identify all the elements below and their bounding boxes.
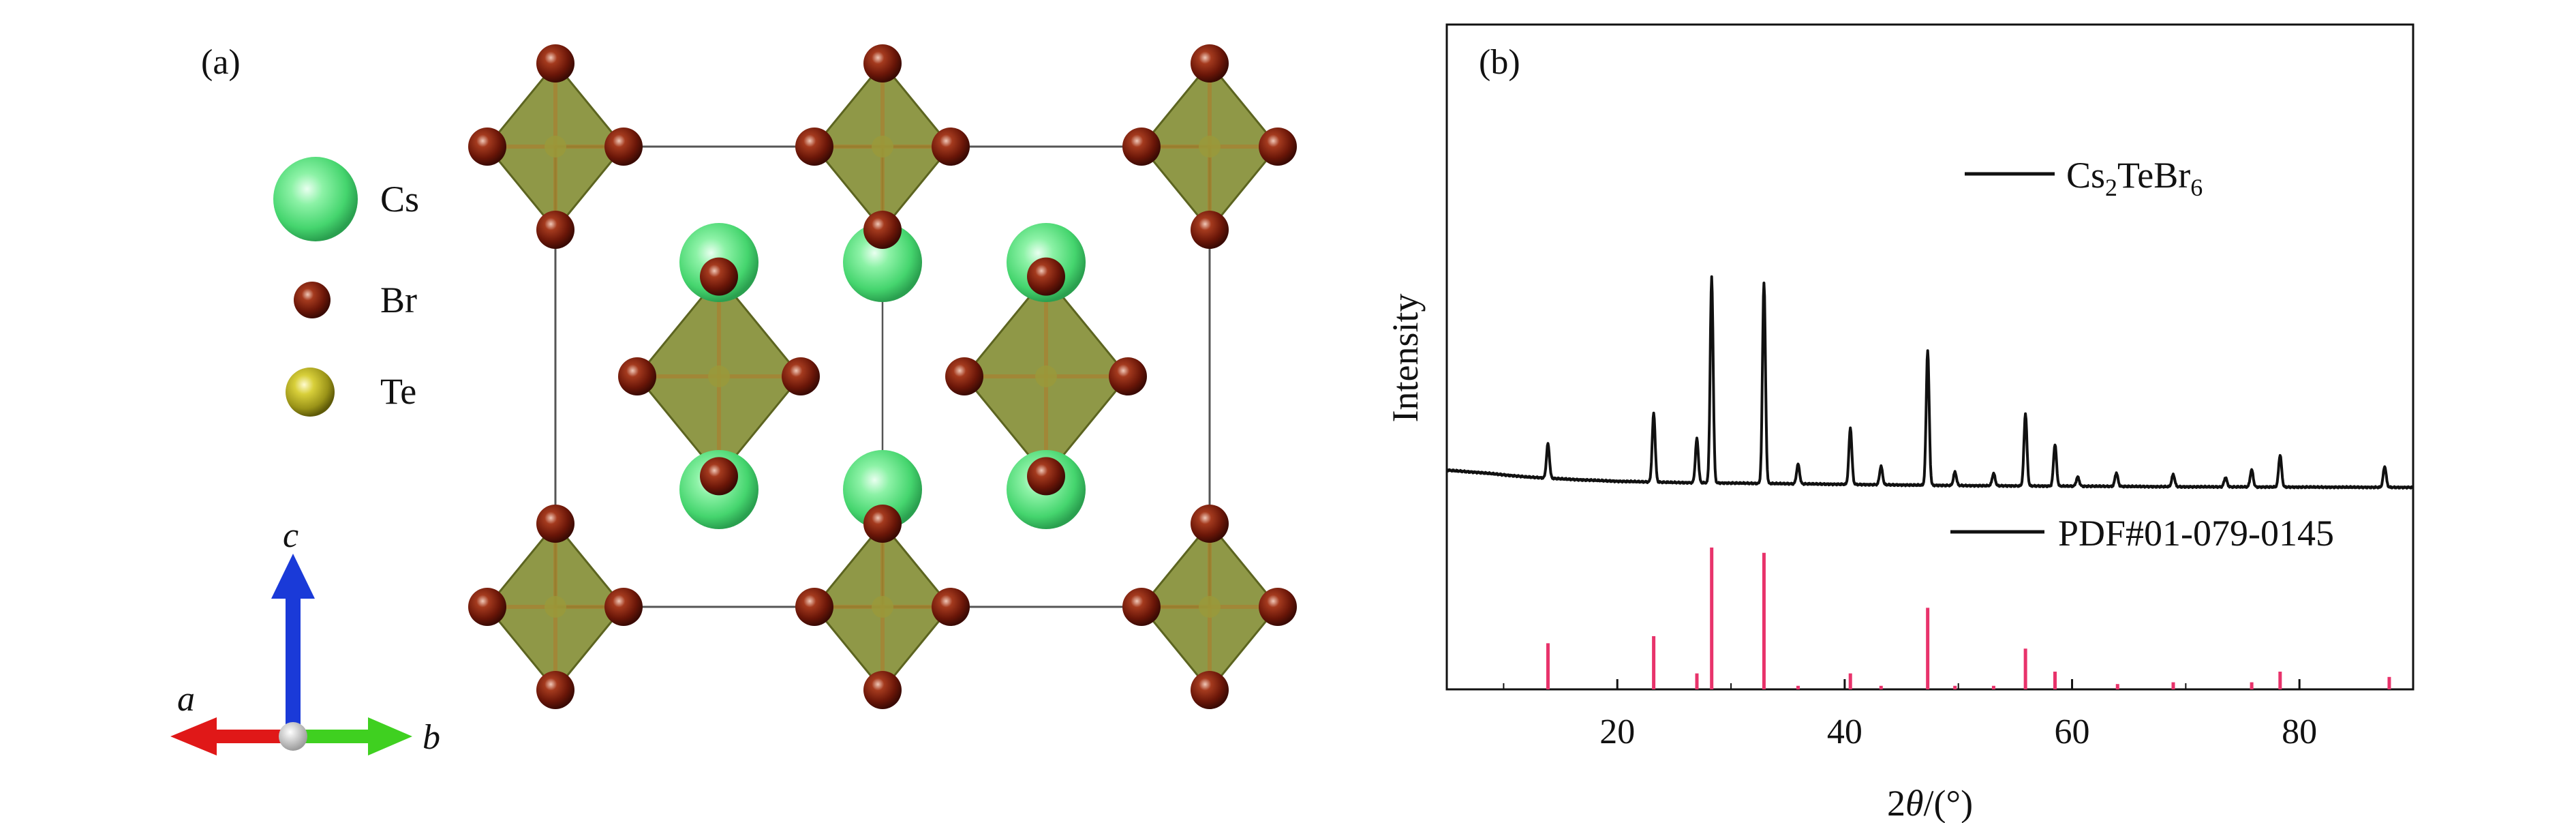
- y-axis-title: Intensity: [1385, 294, 1426, 423]
- br-atom: [932, 128, 970, 166]
- br-atom: [1027, 457, 1065, 496]
- c-axis-label: c: [283, 516, 298, 555]
- te-atom: [545, 136, 566, 158]
- cs-atom: [843, 450, 922, 529]
- axis-origin: [279, 722, 307, 751]
- x-axis-ticks: 20 40 60 80: [1503, 679, 2317, 751]
- br-atom: [863, 671, 902, 709]
- panel-a: (a) Cs Br Te c a: [170, 43, 1297, 757]
- br-atoms: [468, 44, 1297, 709]
- b-axis-arrowhead: [368, 717, 412, 755]
- br-atom: [536, 671, 574, 709]
- br-atom: [536, 505, 574, 543]
- legend-br-label: Br: [380, 280, 417, 320]
- br-atom: [1122, 128, 1161, 166]
- br-atom: [604, 128, 643, 166]
- series-cs2tebr6-line: [1445, 275, 2414, 490]
- te-atom: [872, 136, 893, 158]
- x-tick-label: 40: [1827, 713, 1862, 751]
- te-atom: [708, 365, 730, 387]
- crystal-structure: [468, 44, 1297, 709]
- br-atom: [700, 257, 738, 296]
- octahedra: [486, 61, 1279, 692]
- chart-legend: Cs2TeBr6 PDF#01-079-0145: [1950, 155, 2334, 554]
- br-atom: [468, 128, 506, 166]
- br-atom: [863, 211, 902, 249]
- legend-cs-label: Cs: [380, 179, 419, 220]
- br-atom: [1109, 357, 1147, 395]
- br-atom: [863, 505, 902, 543]
- legend-br-swatch: [294, 282, 331, 318]
- te-atom: [872, 596, 893, 618]
- br-atom: [795, 128, 833, 166]
- axis-triad: c a b: [170, 516, 440, 757]
- a-axis-arrowhead: [170, 717, 217, 755]
- br-atom: [1259, 128, 1297, 166]
- c-axis-arrowhead: [271, 554, 315, 599]
- panel-b-label: (b): [1479, 43, 1520, 82]
- x-tick-label: 80: [2282, 713, 2317, 751]
- legend-cs2tebr6-label: Cs2TeBr6: [2066, 155, 2203, 201]
- te-atom: [1035, 365, 1057, 387]
- plot-frame: [1445, 23, 2414, 691]
- br-atom: [618, 357, 656, 395]
- series-pdf-sticks: [1546, 548, 2391, 689]
- legend-cs-swatch: [273, 157, 358, 241]
- br-atom: [604, 588, 643, 626]
- cs-atom: [843, 223, 922, 302]
- legend-pdf-label: PDF#01-079-0145: [2058, 513, 2334, 554]
- br-atom: [1191, 211, 1229, 249]
- br-atom: [1122, 588, 1161, 626]
- br-atom: [782, 357, 820, 395]
- br-atom: [863, 44, 902, 83]
- te-atom: [545, 596, 566, 618]
- br-atom: [1027, 257, 1065, 296]
- legend-te-swatch: [286, 368, 335, 417]
- panel-b: (b) 20 40 60 80 2θ/(°) Intensity Cs2TeBr6 P…: [1385, 23, 2414, 823]
- cs-atoms: [679, 223, 1086, 529]
- br-atom: [1191, 44, 1229, 83]
- b-axis-label: b: [423, 718, 440, 757]
- br-atom: [468, 588, 506, 626]
- br-atom: [536, 44, 574, 83]
- br-atom: [945, 357, 983, 395]
- a-axis-label: a: [177, 680, 195, 719]
- br-atom: [1191, 505, 1229, 543]
- br-atom: [932, 588, 970, 626]
- atom-legend: Cs Br Te: [273, 157, 419, 417]
- x-tick-label: 60: [2055, 713, 2090, 751]
- br-atom: [1259, 588, 1297, 626]
- x-tick-label: 20: [1599, 713, 1635, 751]
- te-atom: [1199, 136, 1221, 158]
- br-atom: [1191, 671, 1229, 709]
- x-axis-title: 2θ/(°): [1887, 783, 1973, 823]
- legend-te-label: Te: [380, 371, 416, 412]
- br-atom: [536, 211, 574, 249]
- te-atom: [1199, 596, 1221, 618]
- br-atom: [795, 588, 833, 626]
- panel-a-label: (a): [201, 43, 241, 82]
- br-atom: [700, 457, 738, 496]
